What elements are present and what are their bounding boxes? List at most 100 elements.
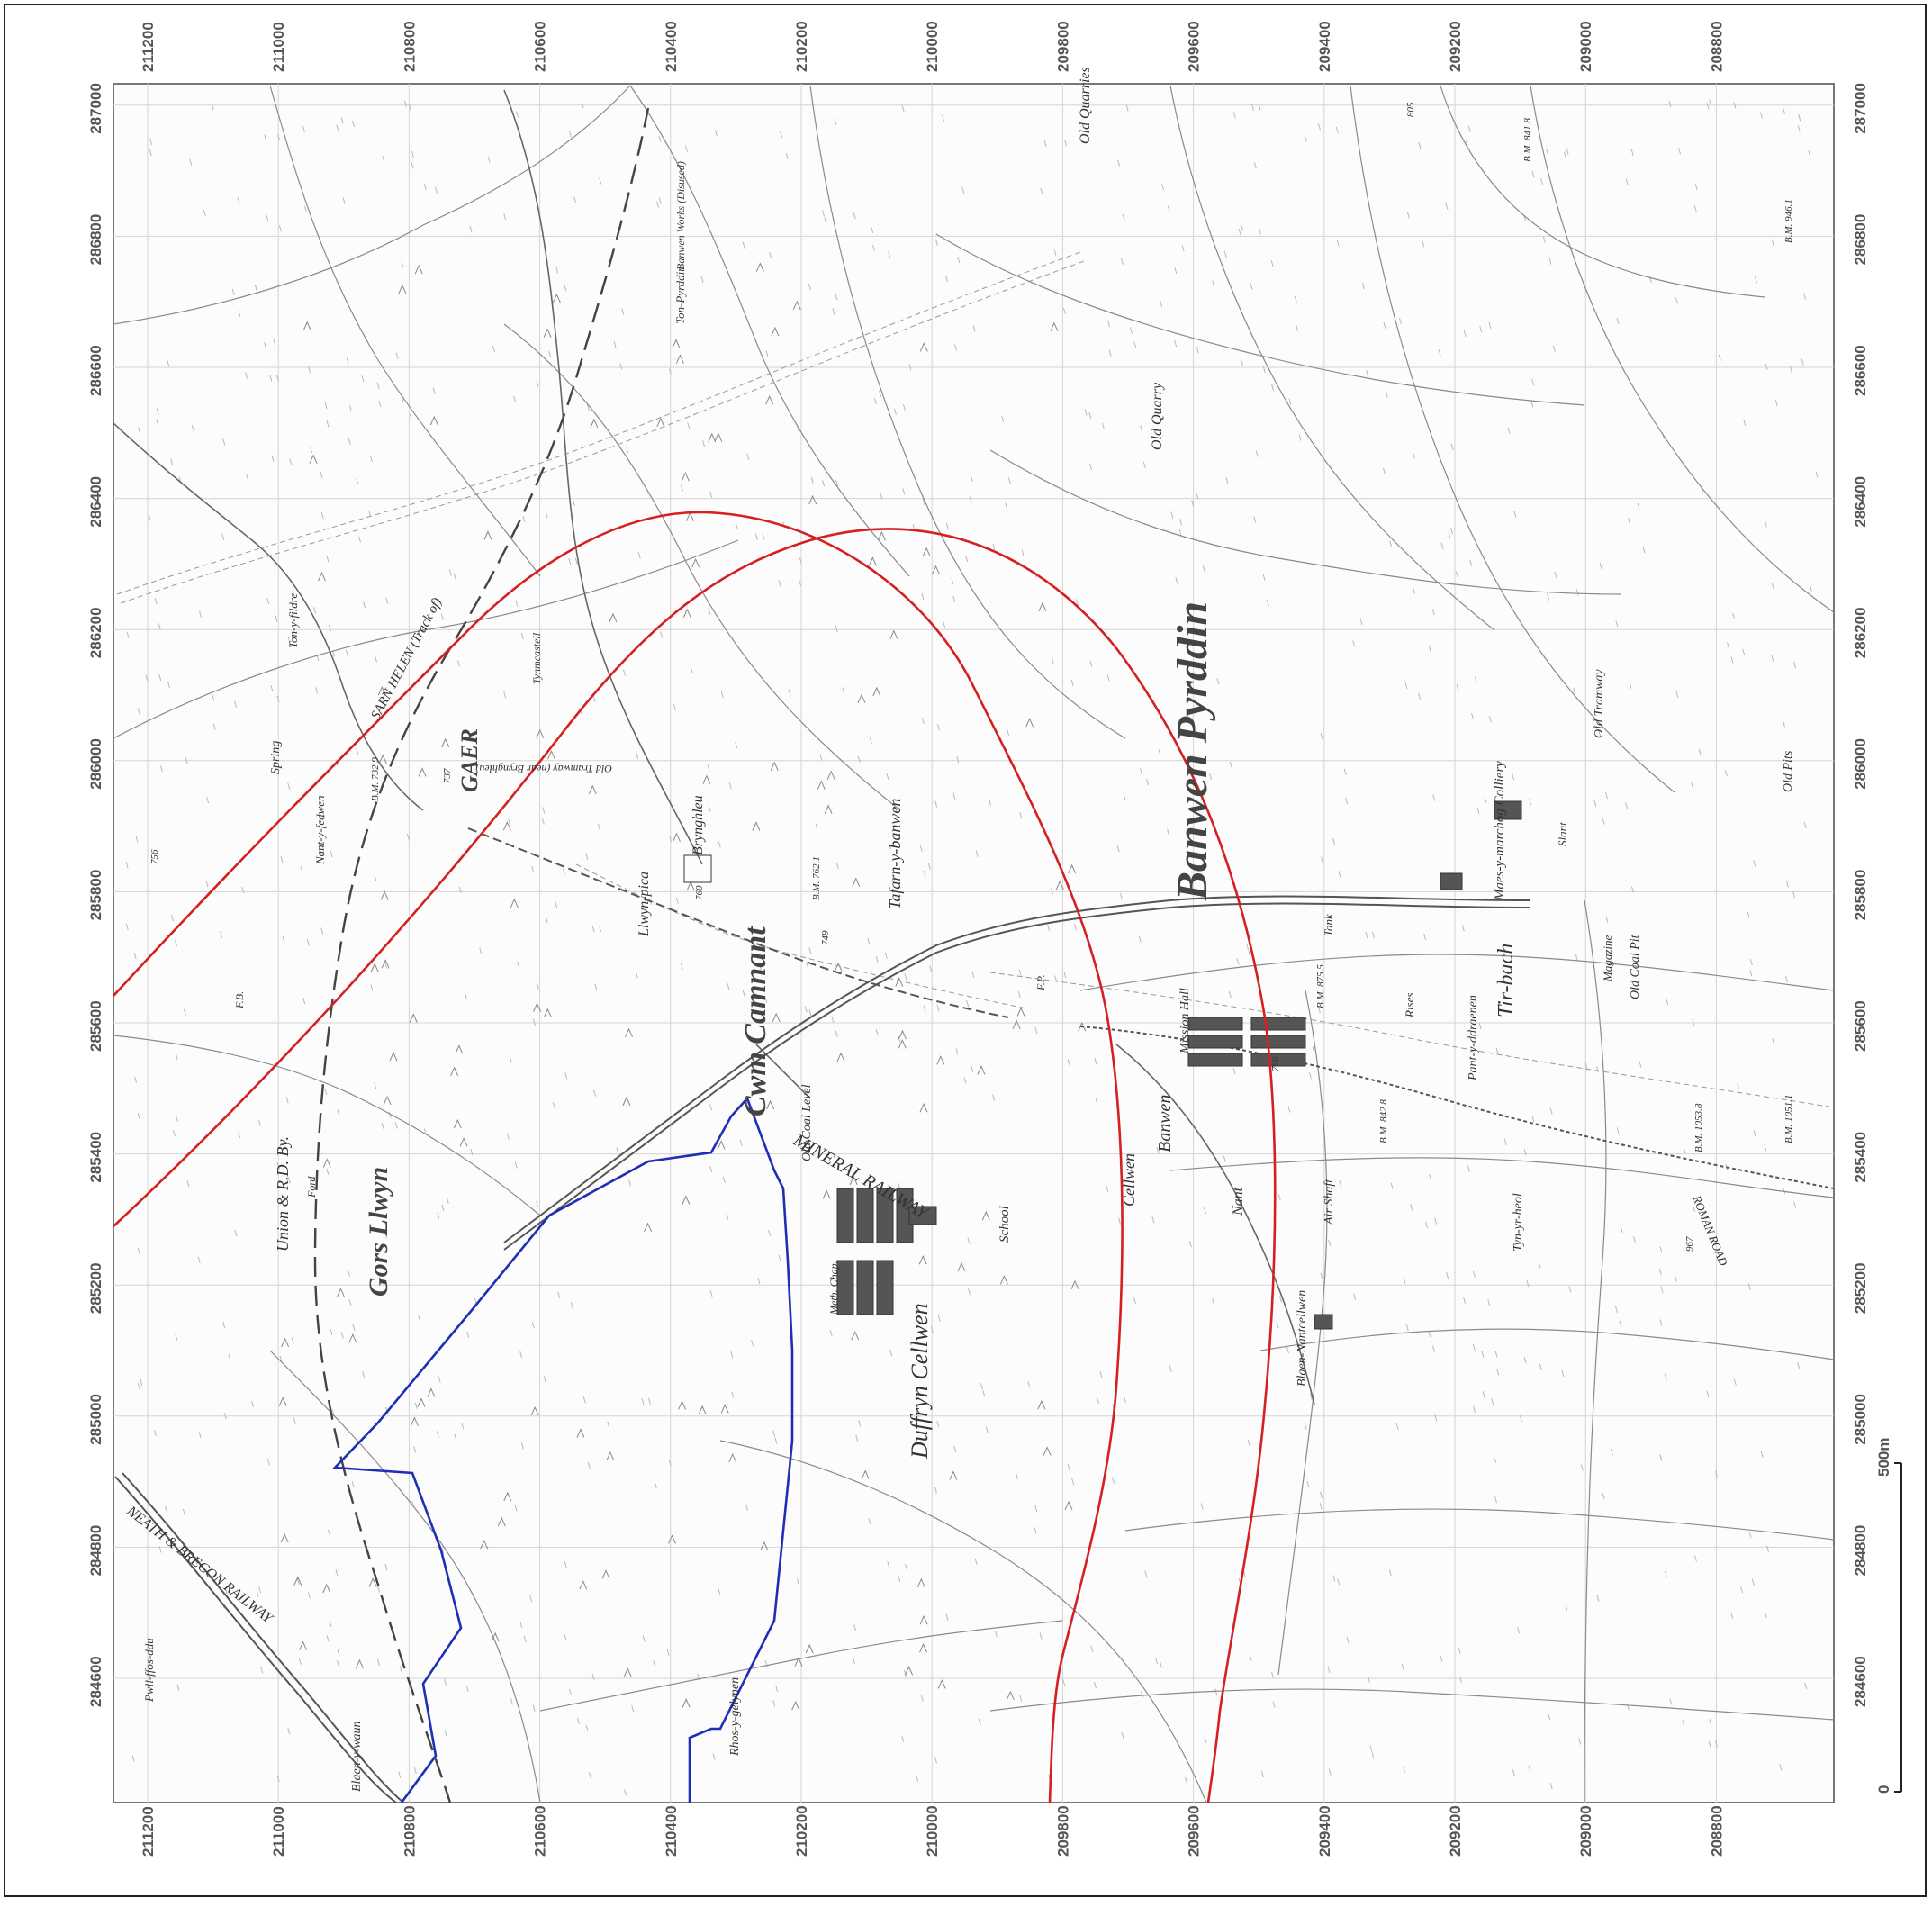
place-label: Tynmcastell: [530, 632, 543, 684]
easting-label-right: 284800: [1852, 1525, 1869, 1577]
northing-label-bottom: 209400: [1316, 1805, 1333, 1857]
northing-label-top: 208800: [1708, 21, 1725, 72]
place-label: Old Tramway: [1593, 669, 1606, 738]
northing-label-bottom: 211200: [140, 1806, 157, 1857]
easting-label-left: 287000: [87, 83, 104, 134]
place-label: F.B.: [233, 991, 246, 1009]
field-boundaries: [113, 85, 1835, 1803]
place-label: School: [998, 1206, 1012, 1243]
spot-height: 805: [1405, 102, 1416, 117]
scale-bar: 0 500m: [1875, 1438, 1902, 1794]
grid-tick-labels: 284600 284600 284800 284800 285000 285000 2852…: [87, 21, 1869, 1857]
easting-label-left: 285000: [87, 1394, 104, 1445]
easting-label-left: 286400: [87, 476, 104, 528]
place-label: Nant: [1231, 1187, 1246, 1216]
place-label: Old Quarry: [1150, 382, 1165, 450]
easting-label-left: 285200: [87, 1262, 104, 1314]
place-label: Old Pits: [1782, 750, 1795, 792]
site-boundary: [332, 1096, 794, 1803]
easting-label-left: 286200: [87, 607, 104, 658]
easting-label-left: 286800: [87, 214, 104, 266]
northing-label-bottom: 210800: [401, 1805, 418, 1857]
place-label: Meth. Chap.: [827, 1261, 840, 1315]
sheet-border: [4, 4, 1927, 1897]
easting-label-right: 285400: [1852, 1132, 1869, 1183]
scale-bar-start: 0: [1875, 1785, 1892, 1794]
northing-label-bottom: 210600: [532, 1805, 549, 1857]
northing-label-bottom: 210400: [663, 1805, 680, 1857]
spot-height: 796: [1270, 1056, 1281, 1071]
place-label: Banwen: [1155, 1095, 1175, 1152]
easting-label-right: 285000: [1852, 1394, 1869, 1445]
place-label: Tyn-yr-heol: [1512, 1193, 1525, 1252]
buildings: [683, 800, 1522, 1330]
place-label: Union & R.D. By.: [274, 1136, 292, 1252]
spot-heights: 756 760 749 737 796 805 B.M. 732.9 B.M. 762.1 B.…: [149, 102, 1794, 1252]
spot-height: 749: [820, 930, 831, 945]
place-label: Ford: [305, 1175, 318, 1198]
easting-label-right: 284600: [1852, 1656, 1869, 1707]
easting-label-left: 284800: [87, 1525, 104, 1577]
place-label: Magazine: [1601, 935, 1614, 983]
place-label: Ton-Pyrddin: [673, 266, 687, 324]
easting-label-left: 284600: [87, 1656, 104, 1707]
place-label: Air Shaft: [1323, 1179, 1336, 1225]
northing-label-top: 210800: [401, 21, 418, 72]
place-label: Tank: [1322, 914, 1335, 936]
northing-label-top: 209000: [1577, 21, 1594, 72]
easting-label-right: 286600: [1852, 345, 1869, 396]
place-label: Nant-y-fedwen: [313, 795, 327, 865]
northing-label-top: 209800: [1054, 21, 1071, 72]
roads: [116, 251, 1835, 1108]
spot-height: B.M. 875.5: [1315, 964, 1326, 1008]
place-label: Rises: [1403, 993, 1416, 1018]
easting-label-right: 286200: [1852, 607, 1869, 658]
sarn-helen-track: [313, 107, 650, 1803]
inner-buffer-line: [113, 511, 1124, 1803]
place-label: Gors Llwyn: [364, 1167, 393, 1297]
northing-label-bottom: 209000: [1577, 1805, 1594, 1857]
easting-label-right: 285200: [1852, 1262, 1869, 1314]
place-label: Ton-y-fildre: [286, 593, 300, 648]
place-label: Old Coal Pit: [1629, 934, 1642, 999]
place-label: Banwen Works (Disused): [674, 161, 687, 270]
northing-label-bottom: 208800: [1708, 1805, 1725, 1857]
place-label: Cellwen: [1120, 1153, 1138, 1207]
northing-label-top: 211000: [270, 22, 287, 72]
northing-label-top: 210200: [793, 21, 810, 72]
spot-height: B.M. 762.1: [811, 856, 822, 900]
place-label: Banwen Pyrddin: [1169, 601, 1216, 901]
northing-label-top: 210400: [663, 21, 680, 72]
easting-label-right: 286400: [1852, 476, 1869, 528]
place-label: Rhos-y-gelynen: [728, 1677, 742, 1757]
easting-label-left: 285800: [87, 870, 104, 921]
spot-height: B.M. 732.9: [370, 757, 381, 801]
northing-label-bottom: 210000: [924, 1805, 941, 1857]
spot-height: 760: [694, 885, 705, 900]
northing-label-bottom: 210200: [793, 1805, 810, 1857]
railways: [114, 827, 1835, 1803]
place-label: Spring: [269, 741, 283, 774]
easting-label-right: 287000: [1852, 83, 1869, 134]
easting-label-right: 286800: [1852, 214, 1869, 266]
spot-height: 737: [442, 768, 453, 783]
easting-label-right: 286000: [1852, 738, 1869, 790]
easting-label-left: 286000: [87, 738, 104, 790]
northing-label-bottom: 209600: [1186, 1805, 1203, 1857]
spot-height: B.M. 841.8: [1522, 118, 1533, 162]
spot-height: B.M. 1053.8: [1693, 1103, 1704, 1152]
northing-label-top: 209200: [1447, 21, 1464, 72]
map-frame: [113, 83, 1835, 1803]
easting-label-right: 285600: [1852, 1000, 1869, 1052]
northing-label-bottom: 209200: [1447, 1805, 1464, 1857]
spot-height: B.M. 1051.1: [1783, 1095, 1794, 1143]
place-label: Old Tramway (near Brynghleu): [475, 763, 612, 775]
northing-label-bottom: 209800: [1054, 1805, 1071, 1857]
northing-label-bottom: 211000: [270, 1806, 287, 1857]
northing-label-top: 209600: [1186, 21, 1203, 72]
spot-height: B.M. 946.1: [1783, 199, 1794, 243]
place-label: Llwyn-pica: [636, 872, 652, 937]
place-label: Mission Hall: [1178, 988, 1192, 1054]
place-label: Tir-bach: [1494, 944, 1518, 1017]
